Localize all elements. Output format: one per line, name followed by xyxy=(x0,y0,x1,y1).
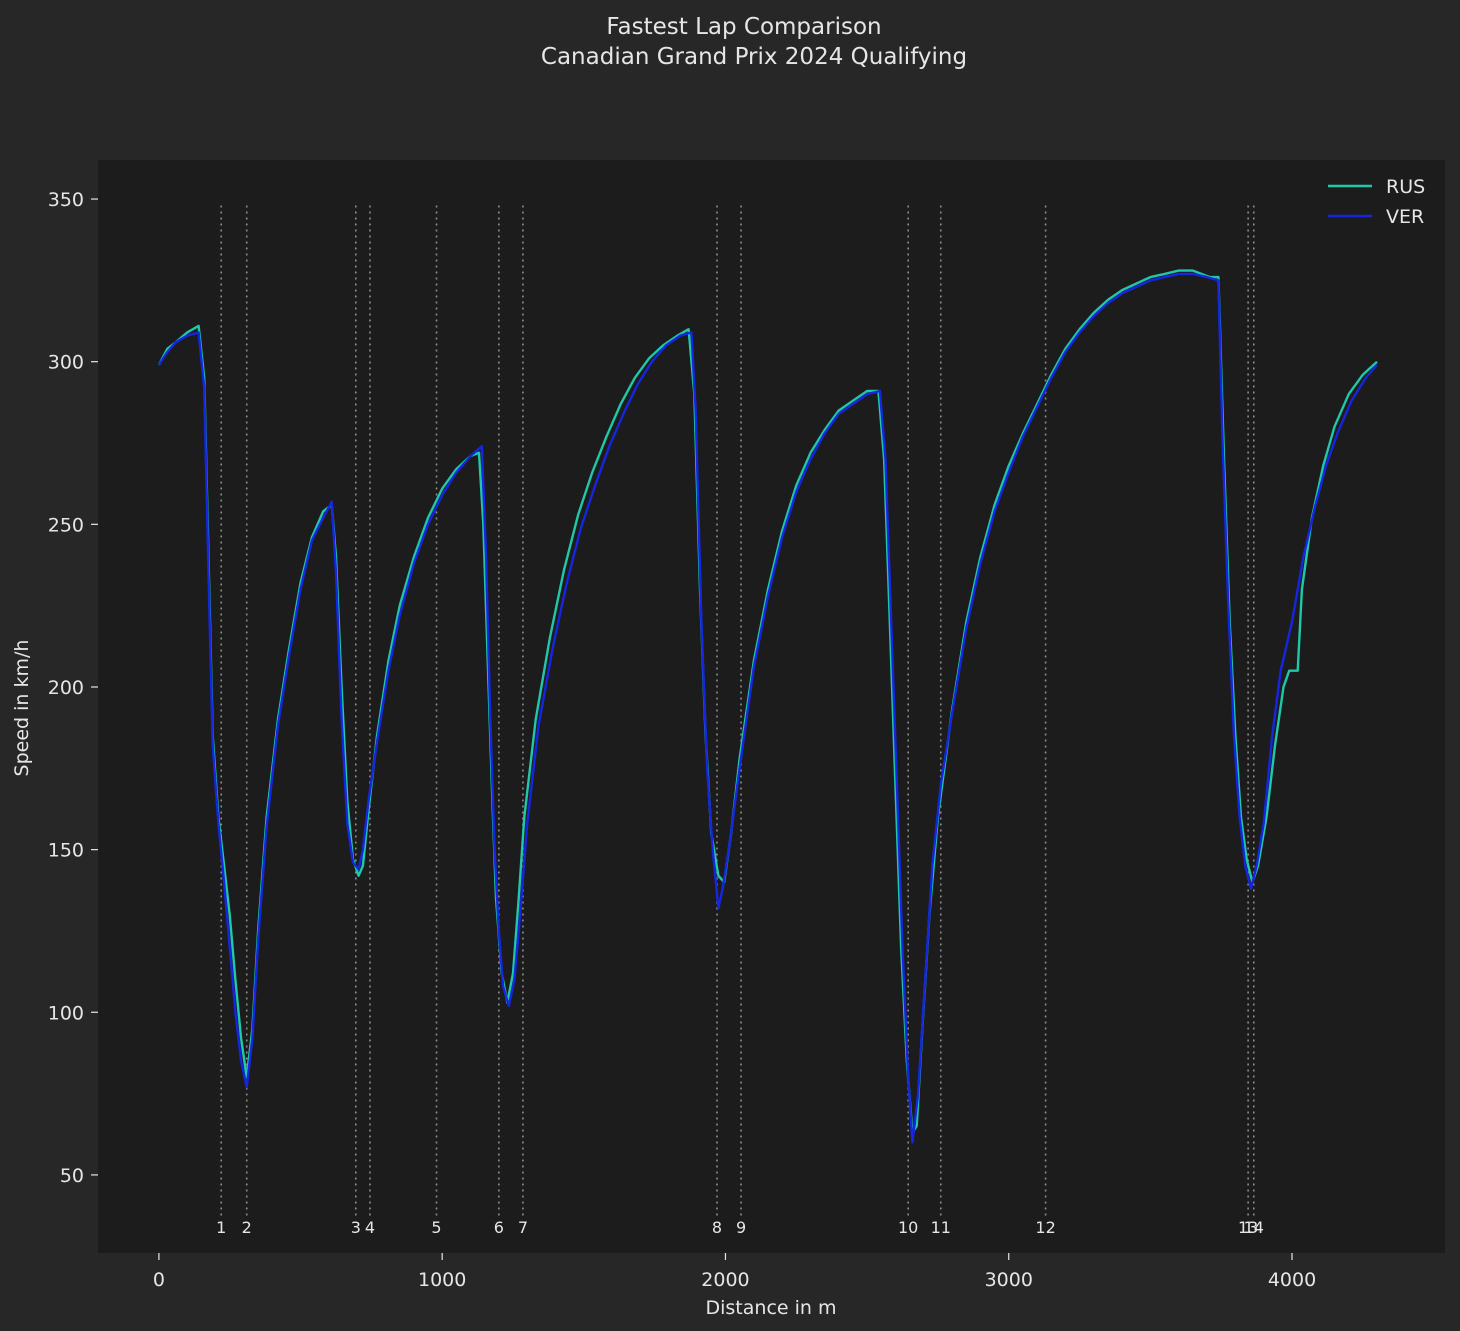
y-axis: 50 100 150 200 250 300 350 xyxy=(48,189,98,1187)
legend-label-rus: RUS xyxy=(1386,176,1425,198)
corner-label-9: 9 xyxy=(736,1218,746,1237)
x-tick-label: 4000 xyxy=(1268,1269,1316,1291)
legend-label-ver: VER xyxy=(1386,206,1424,228)
y-tick-label: 350 xyxy=(48,189,84,211)
x-axis-label: Distance in m xyxy=(706,1297,837,1319)
y-tick-label: 200 xyxy=(48,677,84,699)
x-tick-label: 1000 xyxy=(418,1269,466,1291)
x-tick-label: 0 xyxy=(153,1269,165,1291)
corner-label-12: 12 xyxy=(1035,1218,1055,1237)
chart-subtitle: Canadian Grand Prix 2024 Qualifying xyxy=(541,44,967,70)
series-line-rus xyxy=(157,269,1378,1134)
series-lines xyxy=(157,269,1378,1144)
corner-label-2: 2 xyxy=(242,1218,252,1237)
corner-label-11: 11 xyxy=(931,1218,951,1237)
chart-title: Fastest Lap Comparison xyxy=(606,14,881,40)
x-tick-label: 2000 xyxy=(701,1269,749,1291)
series-line-ver xyxy=(157,272,1378,1144)
x-axis: 0 1000 2000 3000 4000 xyxy=(153,1253,1316,1291)
corner-label-1: 1 xyxy=(216,1218,226,1237)
corner-label-5: 5 xyxy=(431,1218,441,1237)
corner-label-14: 14 xyxy=(1244,1218,1264,1237)
legend: RUS VER xyxy=(1318,170,1436,238)
y-axis-label: Speed in km/h xyxy=(11,640,33,777)
y-tick-label: 150 xyxy=(48,840,84,862)
plot-area xyxy=(98,160,1445,1253)
corner-label-13: 13 xyxy=(1238,1218,1258,1237)
corner-label-6: 6 xyxy=(494,1218,504,1237)
corner-label-10: 10 xyxy=(898,1218,918,1237)
y-tick-label: 300 xyxy=(48,352,84,374)
y-tick-label: 100 xyxy=(48,1002,84,1024)
x-tick-label: 3000 xyxy=(985,1269,1033,1291)
corner-label-7: 7 xyxy=(518,1218,528,1237)
y-tick-label: 50 xyxy=(60,1165,84,1187)
corner-label-8: 8 xyxy=(712,1218,722,1237)
legend-box xyxy=(1318,170,1436,238)
corner-label-4: 4 xyxy=(365,1218,375,1237)
corner-label-3: 3 xyxy=(351,1218,361,1237)
y-tick-label: 250 xyxy=(48,514,84,536)
